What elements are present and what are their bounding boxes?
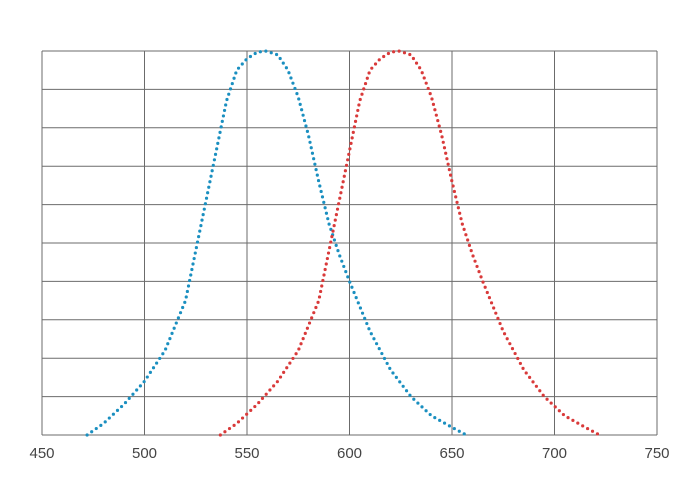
x-tick-label: 450 (29, 445, 54, 462)
x-tick-label: 750 (644, 445, 669, 462)
x-tick-label: 500 (132, 445, 157, 462)
x-tick-label: 550 (234, 445, 259, 462)
x-tick-label: 700 (542, 445, 567, 462)
series-line (85, 49, 468, 437)
series-line (218, 49, 602, 437)
x-tick-label: 650 (439, 445, 464, 462)
x-tick-label: 600 (337, 445, 362, 462)
